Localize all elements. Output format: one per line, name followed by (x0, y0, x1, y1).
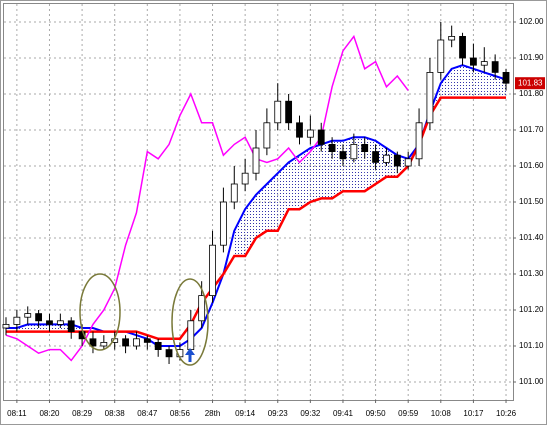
candle-body (209, 244, 216, 296)
x-tick-label: 09:41 (333, 409, 354, 418)
candle-body (361, 143, 369, 152)
candles (2, 22, 510, 364)
candle-body (296, 122, 303, 138)
candle-body (393, 154, 401, 167)
x-tick-label: 08:11 (7, 409, 27, 418)
cloud-segment (310, 144, 322, 202)
lines (5, 34, 507, 362)
candle-body (13, 316, 21, 325)
cloud-segment (49, 324, 61, 332)
x-tick-label: 10:26 (496, 409, 517, 418)
cloud-segment (266, 173, 278, 231)
cloud-segment (256, 184, 267, 238)
candle-body (198, 295, 206, 322)
y-tick-label: 101.00 (519, 377, 544, 386)
candle-body (100, 341, 108, 347)
candle-body (306, 129, 314, 138)
y-tick-label: 101.90 (519, 53, 544, 62)
highlight-ellipse (79, 273, 121, 351)
candle-body (241, 172, 249, 185)
cloud-segment (27, 324, 39, 332)
cloud-segment (473, 68, 485, 98)
candle-body (133, 338, 140, 347)
cloud-segment (462, 65, 474, 98)
x-tick-label: 28th (205, 409, 221, 418)
candle-body (404, 158, 412, 167)
y-tick-label: 101.30 (519, 269, 544, 278)
last-price-box (515, 77, 545, 90)
candle-body (480, 61, 488, 66)
candle-body (187, 320, 195, 350)
grid (4, 4, 516, 403)
candle-body (122, 338, 129, 347)
y-tick-label: 101.10 (519, 341, 544, 350)
candle-body (372, 151, 379, 163)
candle-body (219, 201, 227, 246)
candle-body (426, 72, 434, 124)
candle-body (448, 36, 456, 41)
x-tick-label: 08:47 (137, 409, 158, 418)
candle-body (165, 349, 173, 358)
y-tick-label: 102.00 (519, 17, 544, 26)
cloud-segment (440, 68, 452, 98)
x-tick-label: 08:56 (170, 409, 191, 418)
cloud-segment (234, 209, 246, 256)
indicator-line (5, 34, 409, 362)
y-tick-label: 101.60 (519, 161, 544, 170)
cloud-segment (38, 324, 50, 332)
candle-body (328, 143, 336, 152)
cloud-segment (288, 155, 300, 210)
y-tick-label: 101.70 (519, 125, 544, 134)
x-tick-label: 08:20 (39, 409, 60, 418)
candle-body (143, 338, 151, 343)
highlight-ellipse (171, 278, 209, 366)
candle-body (383, 154, 390, 163)
x-tick-label: 10:17 (463, 409, 484, 418)
y-tick-label: 101.50 (519, 197, 544, 206)
candle-body (35, 313, 43, 322)
candle-body (350, 143, 358, 160)
y-tick-label: 101.80 (519, 89, 544, 98)
x-tick-label: 09:59 (398, 409, 419, 418)
candle-body (89, 338, 97, 347)
x-tick-label: 08:38 (105, 409, 126, 418)
x-tick-label: 09:14 (235, 409, 256, 418)
candle-body (502, 72, 510, 84)
cloud-segment (321, 140, 333, 199)
y-tick-label: 101.40 (519, 233, 544, 242)
cloud-segment (484, 72, 496, 98)
candle-body (56, 320, 64, 325)
candle-body (274, 100, 282, 124)
labels: 101.00 101.10 101.20 101.30 101.40 101.50 101.… (7, 17, 545, 418)
candle-body (252, 147, 260, 174)
y-tick-label: 101.20 (519, 305, 544, 314)
up-arrow (185, 348, 195, 362)
candle-body (459, 36, 466, 59)
candle-body (470, 57, 477, 66)
last-price-label: 101.83 (518, 78, 543, 87)
x-tick-label: 09:50 (366, 409, 387, 418)
candle-body (491, 61, 499, 73)
candle-body (2, 323, 10, 329)
candle-body (415, 122, 423, 160)
x-tick-label: 09:32 (300, 409, 321, 418)
candle-body (437, 39, 445, 73)
candle-body (154, 341, 162, 350)
candle-body (46, 320, 53, 325)
x-tick-label: 10:08 (431, 409, 452, 418)
candle-body (339, 151, 347, 160)
cloud-segment (451, 65, 463, 98)
candle-body (67, 320, 75, 332)
x-tick-label: 08:29 (72, 409, 93, 418)
candle-body (285, 100, 293, 124)
cloud-segment (299, 148, 311, 210)
candle-body (230, 183, 238, 203)
candle-body (317, 129, 325, 145)
x-tick-label: 09:23 (268, 409, 289, 418)
candle-body (24, 313, 32, 318)
candle-body (263, 122, 271, 149)
